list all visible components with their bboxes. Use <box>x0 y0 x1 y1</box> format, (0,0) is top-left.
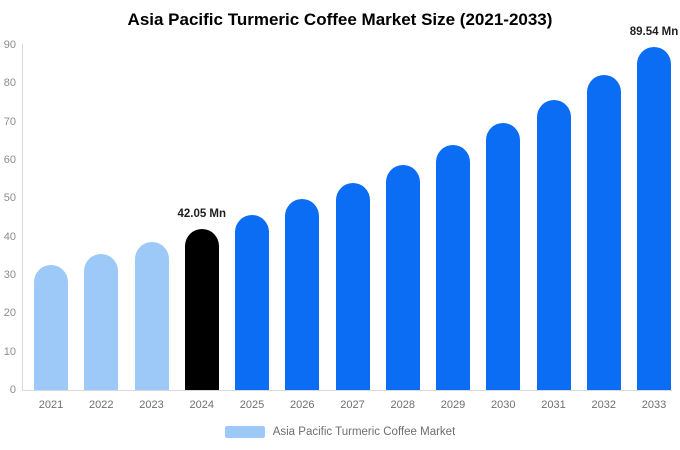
legend-label: Asia Pacific Turmeric Coffee Market <box>272 426 456 438</box>
x-tick-2033: 2033 <box>641 399 667 411</box>
bar-2029 <box>436 144 470 390</box>
x-tick-2021: 2021 <box>38 399 64 411</box>
x-tick-2025: 2025 <box>239 399 265 411</box>
legend-swatch <box>224 426 265 438</box>
chart-title: Asia Pacific Turmeric Coffee Market Size… <box>127 10 553 29</box>
bar-2021 <box>34 264 68 390</box>
x-tick-2027: 2027 <box>340 399 365 411</box>
x-tick-2026: 2026 <box>290 399 315 411</box>
bar-2025 <box>235 214 269 390</box>
x-tick-2031: 2031 <box>541 399 566 411</box>
y-tick-90: 90 <box>3 39 16 51</box>
bar-2028 <box>385 164 420 390</box>
y-tick-60: 60 <box>3 154 16 166</box>
y-tick-0: 0 <box>9 384 16 396</box>
y-tick-20: 20 <box>3 307 16 320</box>
y-tick-40: 40 <box>3 230 16 243</box>
bar-2033 <box>637 46 671 390</box>
y-axis-line <box>22 44 23 390</box>
bar-2026 <box>285 199 320 390</box>
bar-2024 <box>184 228 219 390</box>
x-tick-2022: 2022 <box>89 399 114 411</box>
bar-2031 <box>536 99 571 390</box>
bar-2032 <box>586 74 621 390</box>
bar-2023 <box>134 241 169 390</box>
x-tick-2024: 2024 <box>189 399 214 411</box>
x-tick-2028: 2028 <box>390 399 415 411</box>
value-label-2024: 42.05 Mn <box>177 207 227 220</box>
y-tick-80: 80 <box>3 77 16 90</box>
y-tick-50: 50 <box>3 192 16 205</box>
x-tick-2032: 2032 <box>591 399 616 411</box>
x-tick-2023: 2023 <box>139 399 164 411</box>
y-tick-10: 10 <box>3 345 16 358</box>
x-tick-2030: 2030 <box>491 399 516 411</box>
x-tick-2029: 2029 <box>440 399 466 411</box>
x-axis-line <box>22 390 672 391</box>
y-tick-30: 30 <box>3 269 16 281</box>
bar-2022 <box>84 253 119 390</box>
bar-2027 <box>335 182 370 390</box>
y-tick-70: 70 <box>3 115 16 128</box>
legend[interactable]: Asia Pacific Turmeric Coffee Market <box>0 426 680 438</box>
bar-2030 <box>486 123 521 390</box>
value-label-2033: 89.54 Mn <box>629 25 679 38</box>
